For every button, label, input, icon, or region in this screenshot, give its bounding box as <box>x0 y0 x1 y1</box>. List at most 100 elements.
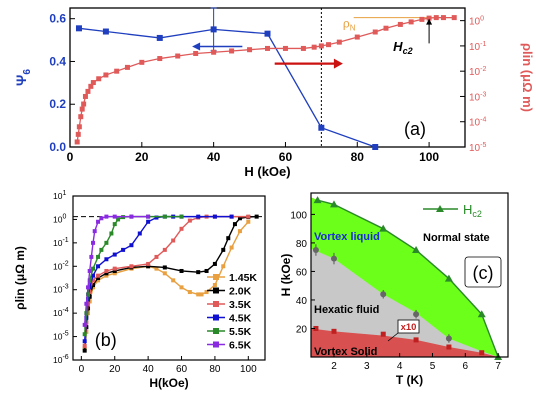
series-point-1.45K <box>212 283 217 288</box>
series-point-5.5K <box>109 231 114 236</box>
series-point-3.5K <box>104 268 109 273</box>
legend-marker <box>213 274 219 280</box>
series-point-6.5K <box>86 285 91 290</box>
series-point-5.5K <box>112 222 117 227</box>
rho-lin-point <box>75 131 81 137</box>
rho-lin-point <box>193 50 199 56</box>
x-tick-label: 7 <box>495 361 501 372</box>
rho-lin-point <box>372 29 378 35</box>
y2-tick-label: 10-4 <box>469 117 486 129</box>
series-point-3.5K <box>171 238 176 243</box>
series-point-4.5K <box>137 231 142 236</box>
hc2-point <box>313 196 322 204</box>
hc2-point <box>412 246 421 254</box>
panel-label: (c) <box>473 263 494 283</box>
series-point-2.0K <box>82 348 87 353</box>
legend-label: 2.0K <box>229 286 252 298</box>
rho-lin-point <box>433 15 439 21</box>
rho-lin-point <box>74 139 80 145</box>
rho-lin-point <box>326 42 332 48</box>
series-point-5.5K <box>116 217 121 222</box>
series-point-1.45K <box>171 278 176 283</box>
rho-lin-point <box>451 15 457 21</box>
series-point-1.45K <box>196 292 201 297</box>
y-tick-label: 10-2 <box>53 260 69 271</box>
x-tick-label: 60 <box>279 150 293 164</box>
series-point-2.0K <box>212 261 217 266</box>
hexatic-point <box>413 311 420 318</box>
series-point-6.5K <box>84 301 89 306</box>
y2-tick-label: 10-3 <box>469 91 486 103</box>
psi6-point <box>102 28 109 35</box>
series-point-6.5K <box>92 229 97 234</box>
legend-label: Hc2 <box>463 202 482 219</box>
series-point-3.5K <box>246 214 251 219</box>
y2-tick-label: 100 <box>469 16 484 28</box>
x-tick-label: 80 <box>351 150 365 164</box>
rho-lin-point <box>397 21 403 27</box>
rho-lin-point <box>175 53 181 59</box>
legend-label: 1.45K <box>229 272 257 284</box>
y-tick-label: 10-6 <box>53 354 69 365</box>
solid-point <box>413 337 419 343</box>
series-point-3.5K <box>179 226 184 231</box>
series-point-2.0K <box>96 276 101 280</box>
series-point-2.0K <box>112 268 117 273</box>
series-point-3.5K <box>162 247 167 252</box>
y-tick-label: 0.2 <box>49 97 66 111</box>
y2-tick-label: 10-1 <box>469 41 486 53</box>
series-point-2.0K <box>162 265 167 270</box>
hc2-point <box>444 274 453 282</box>
series-point-2.0K <box>204 268 209 273</box>
legend-marker <box>213 287 219 294</box>
series-point-2.0K <box>226 236 231 241</box>
x-tick-label: 100 <box>419 150 439 164</box>
y2-tick-label: 10-2 <box>469 66 486 78</box>
x10-box <box>397 319 420 334</box>
y-tick-label: 0.6 <box>49 12 66 26</box>
series-point-5.5K <box>82 332 87 337</box>
rho-lin-point <box>229 48 235 54</box>
series-point-4.5K <box>146 219 151 224</box>
arrow-right-head <box>333 58 343 69</box>
series-point-4.5K <box>91 273 96 278</box>
series-point-6.5K <box>146 214 151 219</box>
x-axis-label: H (kOe) <box>244 164 290 179</box>
series-point-4.5K <box>112 252 117 257</box>
x-tick-label: 20 <box>135 150 149 164</box>
rho-lin-point <box>311 44 317 50</box>
hc2-arrow-head <box>426 18 433 25</box>
x-tick-label: 40 <box>207 150 221 164</box>
x-tick-label: 0 <box>79 364 85 375</box>
x-tick-label: 60 <box>176 364 188 375</box>
label-hexatic-fluid: Hexatic fluid <box>314 304 379 316</box>
hexatic-point <box>330 255 337 262</box>
y-tick-label: 80 <box>296 239 308 250</box>
rho-lin-point <box>383 25 389 31</box>
series-point-1.45K <box>162 271 167 276</box>
psi6-point <box>156 34 163 41</box>
x-tick-label: 100 <box>240 364 257 375</box>
series-point-5.5K <box>99 247 104 252</box>
panel-b: 0 20 40 60 80 100 101 100 10-1 10-2 10-3 10-4 10-5 10… <box>13 190 266 390</box>
y-tick-label: 10-3 <box>53 284 69 295</box>
x-tick-label: 40 <box>143 364 155 375</box>
plot-frame <box>69 7 466 148</box>
series-point-3.5K <box>91 278 96 283</box>
y-axis-label-right: ρlin (μΩ m) <box>520 43 535 112</box>
legend-label: 4.5K <box>229 313 252 325</box>
series-point-5.5K <box>84 311 89 316</box>
x-tick-label: 20 <box>109 364 121 375</box>
x-tick-label: 2 <box>331 361 337 372</box>
series-point-3.5K <box>129 264 134 269</box>
series-point-1.45K <box>154 266 159 271</box>
rho-lin-point <box>408 19 414 25</box>
label-normal-state: Normal state <box>423 232 490 244</box>
panel-label: (a) <box>404 119 426 139</box>
psi6-point <box>210 26 217 33</box>
legend-marker <box>213 341 219 348</box>
y-tick-label: 0.0 <box>49 140 66 154</box>
x10-label: x10 <box>401 322 417 333</box>
hc2-point <box>477 310 486 318</box>
series-point-3.5K <box>112 266 117 271</box>
